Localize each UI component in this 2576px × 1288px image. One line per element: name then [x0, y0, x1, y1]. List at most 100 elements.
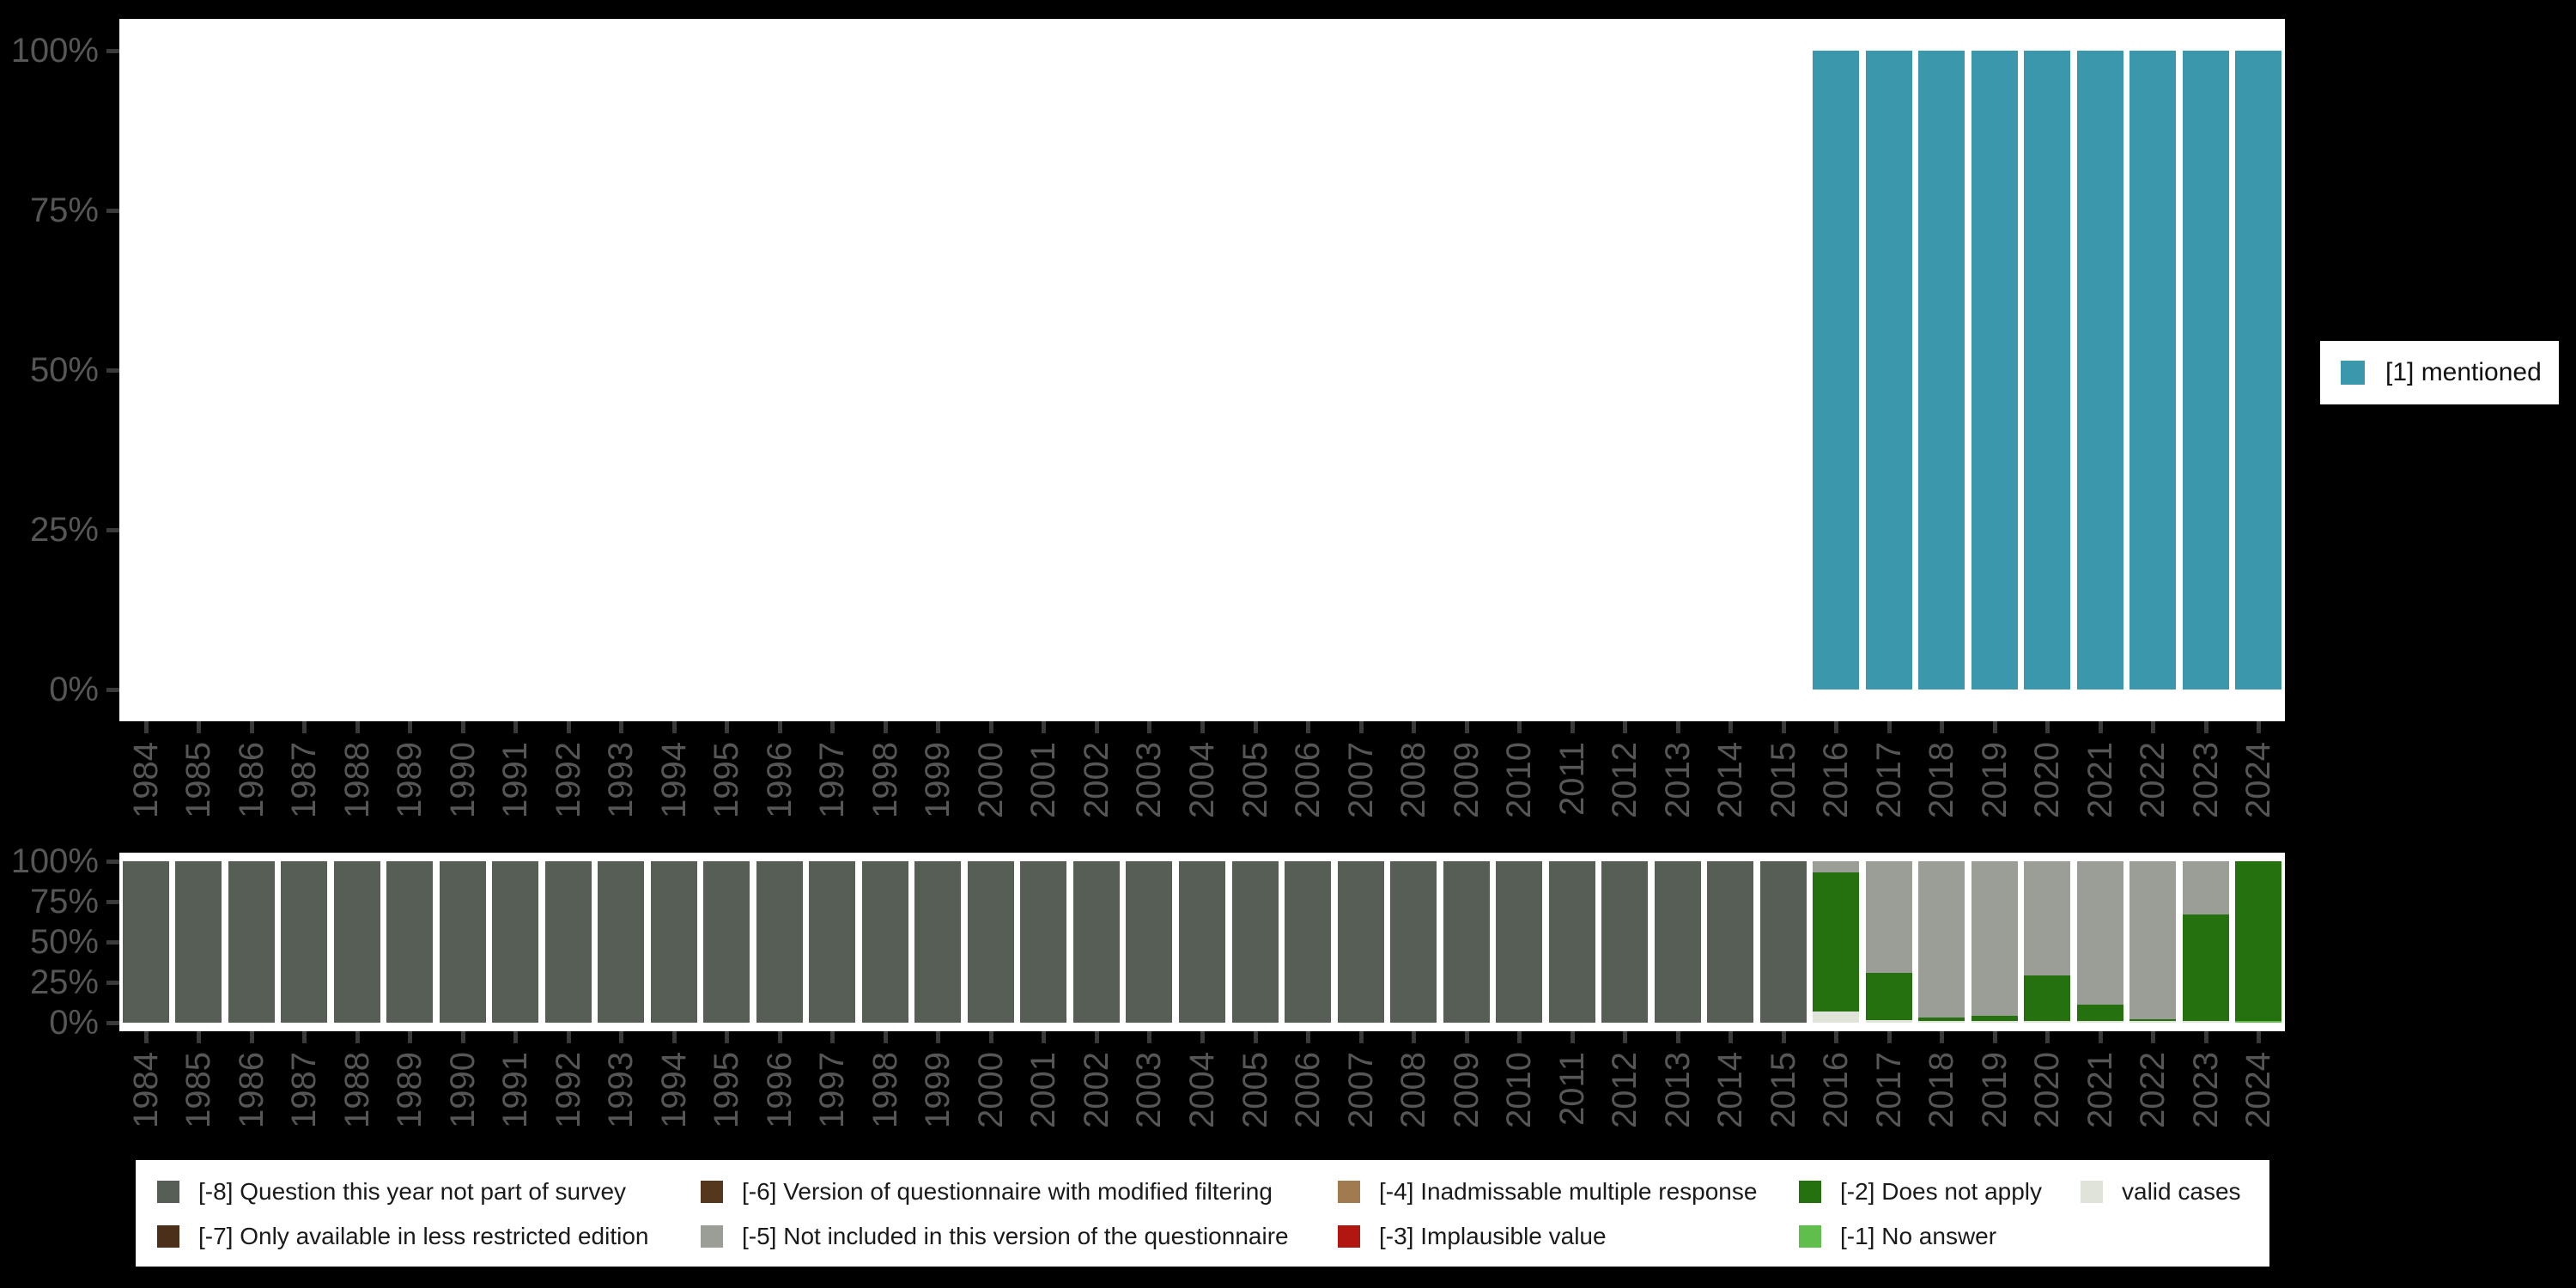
x-axis-tick [1623, 1031, 1627, 1043]
x-tick-label-1987: 1987 [285, 1052, 323, 1128]
bar-segment-2021-2-does-not-apply [2077, 1005, 2123, 1021]
bar-segment-2023-2-does-not-apply [2183, 914, 2229, 1021]
x-axis-tick [1940, 721, 1944, 733]
bar-segment-2020-valid-cases [2024, 1021, 2070, 1023]
bar-segment-1994-8-question-this-year-not-part-of-survey [651, 861, 697, 1023]
x-axis-tick [197, 1031, 201, 1043]
legend-item-minus3: [-3] Implausible value [1338, 1224, 1607, 1249]
x-axis-tick [2257, 721, 2261, 733]
x-tick-label-2001: 2001 [1024, 742, 1062, 818]
y-axis-tick [106, 1021, 119, 1025]
x-axis-tick [830, 1031, 835, 1043]
x-axis-tick [1306, 721, 1310, 733]
bar-segment-1993-8-question-this-year-not-part-of-survey [598, 861, 644, 1023]
x-axis-tick [672, 1031, 677, 1043]
x-tick-label-1990: 1990 [444, 1052, 482, 1128]
bar-segment-2024-2-does-not-apply [2235, 861, 2281, 1021]
x-tick-label-2004: 2004 [1183, 742, 1221, 818]
x-axis-tick [250, 1031, 254, 1043]
legend-swatch-minus8 [157, 1181, 179, 1203]
x-axis-tick [461, 721, 465, 733]
y-tick-label: 100% [10, 842, 99, 880]
x-tick-label-1996: 1996 [761, 742, 799, 818]
x-tick-label-2000: 2000 [972, 1052, 1010, 1128]
x-tick-label-1993: 1993 [602, 1052, 640, 1128]
x-axis-tick [355, 1031, 360, 1043]
legend-item-valid-cases: valid cases [2081, 1180, 2241, 1204]
x-axis-tick [1042, 721, 1046, 733]
x-tick-label-2019: 2019 [1976, 742, 2014, 818]
bar-segment-2013-8-question-this-year-not-part-of-survey [1655, 861, 1701, 1023]
x-tick-label-2016: 2016 [1817, 742, 1855, 818]
bar-segment-1992-8-question-this-year-not-part-of-survey [545, 861, 592, 1023]
x-axis-tick [1993, 1031, 1997, 1043]
x-tick-label-2011: 2011 [1553, 742, 1591, 817]
bar-segment-1989-8-question-this-year-not-part-of-survey [386, 861, 433, 1023]
bar-segment-2019-valid-cases [1971, 1021, 2018, 1023]
x-tick-label-1989: 1989 [391, 742, 428, 818]
x-axis-tick [1095, 721, 1099, 733]
bar-segment-1991-8-question-this-year-not-part-of-survey [492, 861, 538, 1023]
bar-segment-2020-2-does-not-apply [2024, 975, 2070, 1021]
x-axis-tick [1306, 1031, 1310, 1043]
x-axis-tick [2099, 721, 2103, 733]
x-axis-tick [1359, 1031, 1364, 1043]
x-tick-label-2023: 2023 [2187, 742, 2225, 818]
x-tick-label-2003: 2003 [1130, 1052, 1168, 1128]
bar-segment-2017-2-does-not-apply [1866, 973, 1912, 1020]
x-tick-label-1993: 1993 [602, 742, 640, 818]
x-axis-tick [1993, 721, 1997, 733]
x-axis-tick [884, 721, 888, 733]
x-axis-tick [1623, 721, 1627, 733]
x-axis-tick [302, 1031, 307, 1043]
x-axis-tick [1412, 1031, 1416, 1043]
bar-segment-1985-8-question-this-year-not-part-of-survey [175, 861, 222, 1023]
x-tick-label-2012: 2012 [1606, 1052, 1643, 1128]
bar-segment-2023-5-not-included-in-this-version-of-the-questionnaire [2183, 861, 2229, 914]
bar-segment-1998-8-question-this-year-not-part-of-survey [862, 861, 908, 1023]
bar-segment-2011-8-question-this-year-not-part-of-survey [1549, 861, 1595, 1023]
bar-segment-2017-5-not-included-in-this-version-of-the-questionnaire [1866, 861, 1912, 973]
legend-label-minus4: [-4] Inadmissable multiple response [1379, 1178, 1758, 1205]
legend-item-minus4: [-4] Inadmissable multiple response [1338, 1180, 1757, 1204]
x-axis-tick [989, 721, 993, 733]
x-axis-tick [884, 1031, 888, 1043]
x-axis-tick [1782, 1031, 1786, 1043]
x-tick-label-1998: 1998 [866, 742, 904, 818]
x-tick-label-2008: 2008 [1394, 1052, 1432, 1128]
x-tick-label-1985: 1985 [179, 742, 217, 818]
bar-segment-2015-8-question-this-year-not-part-of-survey [1760, 861, 1807, 1023]
x-tick-label-2008: 2008 [1394, 742, 1432, 818]
x-axis-tick [1147, 721, 1151, 733]
x-tick-label-2014: 2014 [1711, 1052, 1749, 1128]
bar-segment-2017-1-mentioned [1866, 51, 1912, 690]
bar-segment-2021-1-mentioned [2077, 51, 2123, 690]
bar-segment-2016-5-not-included-in-this-version-of-the-questionnaire [1813, 861, 1859, 872]
x-tick-label-2017: 2017 [1870, 742, 1908, 818]
x-tick-label-2004: 2004 [1183, 1052, 1221, 1128]
legend-swatch-minus2 [1799, 1181, 1821, 1203]
bar-segment-2005-8-question-this-year-not-part-of-survey [1232, 861, 1279, 1023]
bar-segment-1990-8-question-this-year-not-part-of-survey [440, 861, 486, 1023]
x-axis-tick [2257, 1031, 2261, 1043]
x-tick-label-2009: 2009 [1448, 742, 1485, 818]
bar-segment-2019-2-does-not-apply [1971, 1016, 2018, 1021]
x-tick-label-2002: 2002 [1078, 742, 1115, 818]
x-axis-tick [567, 1031, 571, 1043]
x-tick-label-2018: 2018 [1923, 742, 1960, 818]
bar-segment-2002-8-question-this-year-not-part-of-survey [1073, 861, 1120, 1023]
bar-segment-2022-1-mentioned [2129, 51, 2176, 690]
x-tick-label-1991: 1991 [496, 742, 534, 818]
x-tick-label-2013: 2013 [1659, 742, 1697, 818]
x-tick-label-2005: 2005 [1236, 1052, 1274, 1128]
x-tick-label-2014: 2014 [1711, 742, 1749, 818]
x-tick-label-2021: 2021 [2081, 742, 2119, 818]
bar-segment-2021-valid-cases [2077, 1021, 2123, 1023]
x-tick-label-2022: 2022 [2134, 1052, 2172, 1128]
y-tick-label: 50% [29, 351, 99, 389]
x-tick-label-1986: 1986 [233, 1052, 270, 1128]
x-tick-label-1985: 1985 [179, 1052, 217, 1128]
legend-swatch-minus7 [157, 1225, 179, 1248]
bar-segment-2003-8-question-this-year-not-part-of-survey [1126, 861, 1172, 1023]
x-tick-label-1994: 1994 [655, 742, 693, 818]
